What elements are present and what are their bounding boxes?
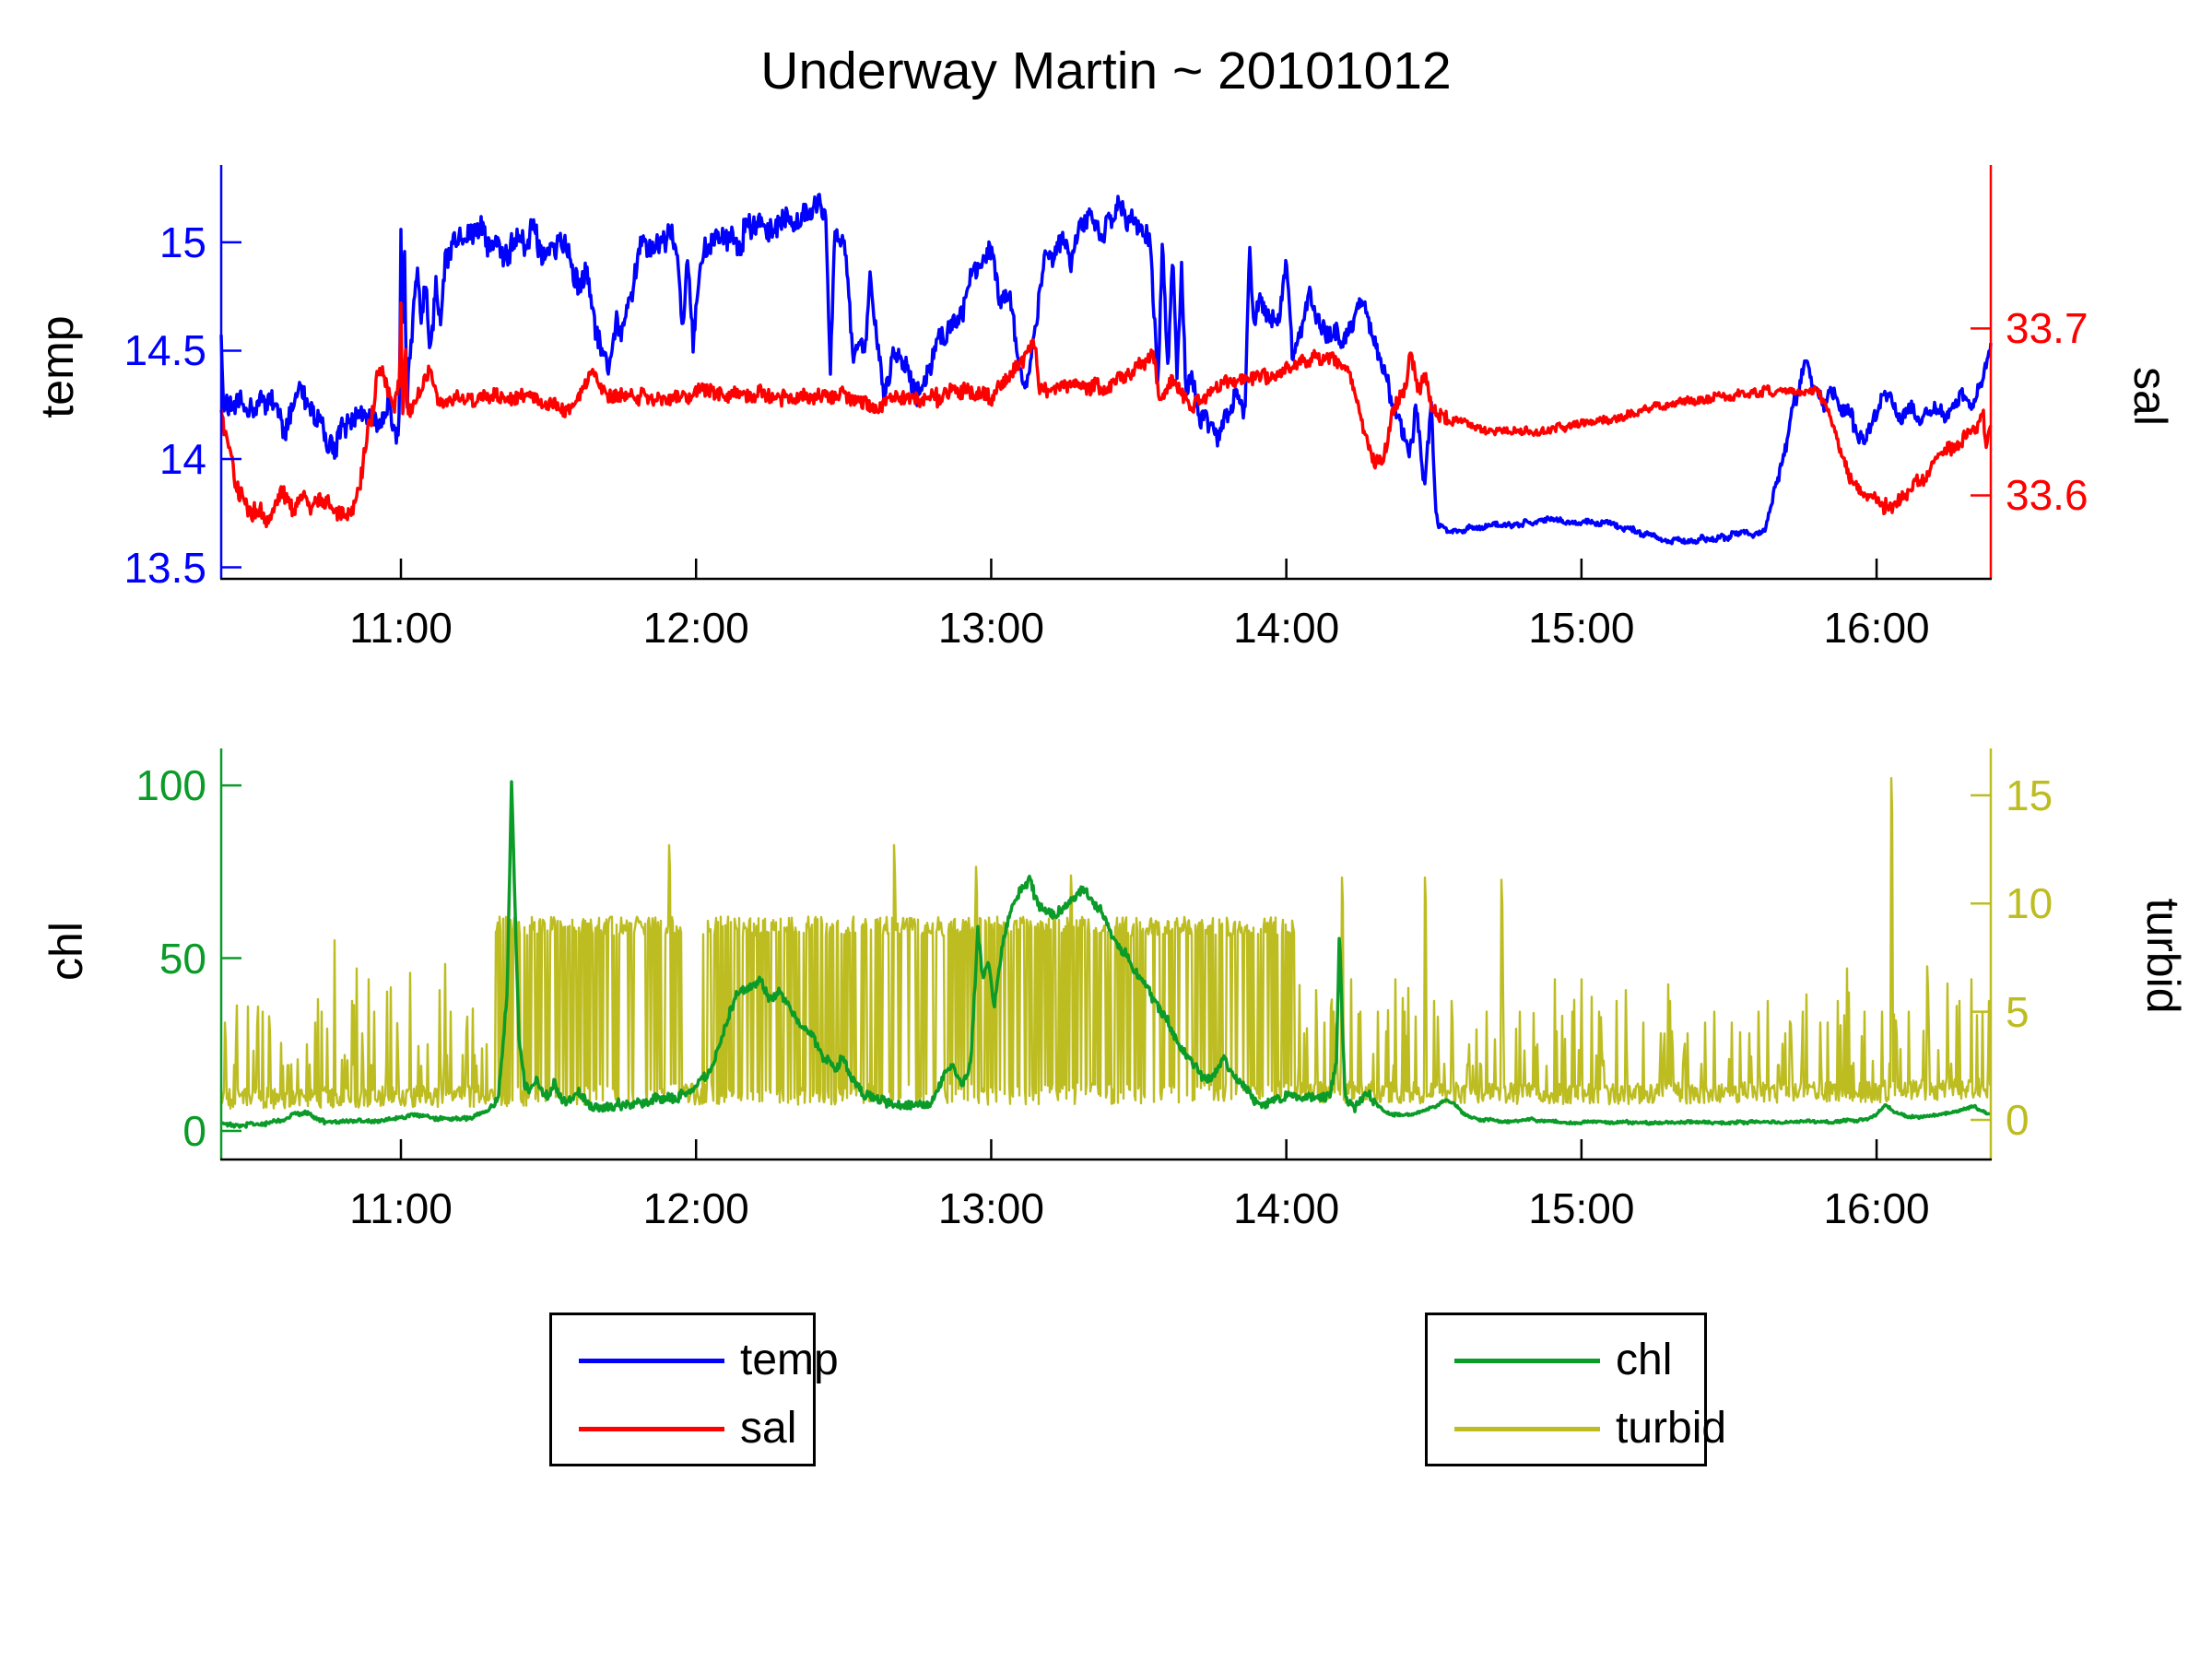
temp-axis-label: temp (31, 315, 83, 418)
x-tick-label: 15:00 (1528, 604, 1635, 652)
y-tick-label-temp: 15 (159, 218, 206, 266)
legend-label-turbid: turbid (1616, 1404, 1727, 1453)
y-tick-label-temp: 14 (159, 435, 206, 483)
sal-axis-label: sal (2124, 367, 2176, 426)
turbid-trace (219, 777, 1993, 1110)
legend-label-temp: temp (740, 1336, 839, 1384)
legend-temp-sal: temp sal (549, 1313, 839, 1466)
y-tick-label-chl: 0 (182, 1106, 206, 1155)
x-tick-label: 16:00 (1823, 1184, 1930, 1232)
y-tick-label-turbid: 15 (2006, 771, 2053, 819)
y-tick-label-sal: 33.6 (2006, 471, 2088, 520)
y-tick-label-chl: 100 (135, 761, 206, 810)
chl-turbid-plot (219, 748, 1993, 1161)
x-tick-label: 14:00 (1233, 604, 1340, 652)
y-tick-label-temp: 13.5 (124, 543, 206, 592)
y-tick-label-turbid: 5 (2006, 987, 2030, 1036)
sal-line-sample (579, 1427, 724, 1431)
x-tick-label: 14:00 (1233, 1184, 1340, 1232)
temp-sal-plot (219, 165, 1993, 581)
temp-line-sample (579, 1359, 724, 1363)
chl-trace (220, 780, 1993, 1129)
y-tick-label-turbid: 10 (2006, 879, 2053, 928)
chl-axis-label: chl (41, 922, 92, 981)
x-tick-label: 12:00 (642, 1184, 749, 1232)
legend-chl-turbid: chl turbid (1425, 1313, 1726, 1466)
y-tick-label-turbid: 0 (2006, 1096, 2030, 1144)
y-tick-label-sal: 33.7 (2006, 304, 2088, 353)
chl-line-sample (1454, 1359, 1600, 1363)
turbid-line-sample (1454, 1427, 1600, 1431)
x-tick-label: 12:00 (642, 604, 749, 652)
chart-title: Underway Martin ~ 20101012 (760, 41, 1452, 100)
turbid-axis-label: turbid (2137, 898, 2189, 1014)
legend-label-sal: sal (740, 1404, 797, 1453)
x-tick-label: 16:00 (1823, 604, 1930, 652)
temp-trace (219, 193, 1993, 546)
legend-label-chl: chl (1616, 1336, 1673, 1384)
x-tick-label: 13:00 (937, 604, 1044, 652)
sal-trace (219, 300, 1993, 529)
x-tick-label: 11:00 (349, 604, 453, 652)
x-tick-label: 15:00 (1528, 1184, 1635, 1232)
y-tick-label-temp: 14.5 (124, 326, 206, 375)
x-tick-label: 11:00 (349, 1184, 453, 1232)
x-tick-label: 13:00 (937, 1184, 1044, 1232)
y-tick-label-chl: 50 (159, 934, 206, 983)
